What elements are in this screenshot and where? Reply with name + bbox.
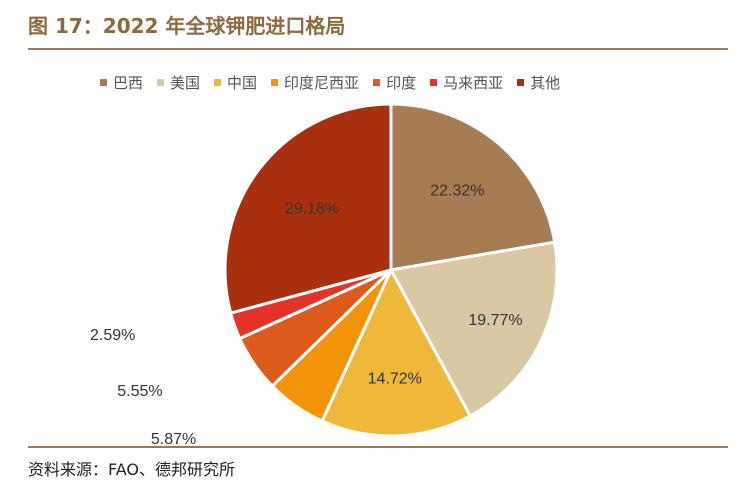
slice-data-label: 14.72% — [368, 371, 422, 388]
legend-item: 其他 — [517, 72, 560, 93]
legend-swatch — [373, 79, 381, 86]
top-rule — [28, 48, 728, 50]
legend-item: 美国 — [157, 72, 200, 93]
chart-title: 图 17：2022 年全球钾肥进口格局 — [28, 14, 346, 38]
legend-item: 印度尼西亚 — [271, 72, 359, 93]
legend-swatch — [157, 79, 165, 86]
legend-label: 巴西 — [113, 74, 144, 92]
legend-label: 印度尼西亚 — [284, 74, 360, 92]
legend-swatch — [100, 79, 107, 86]
legend-label: 其他 — [530, 74, 561, 92]
legend-label: 中国 — [227, 74, 258, 92]
legend-swatch — [517, 79, 525, 86]
legend-item: 印度 — [373, 72, 416, 93]
pie-slice — [389, 102, 557, 272]
pie-slice — [388, 240, 559, 418]
legend-swatch — [271, 79, 279, 86]
legend-item: 中国 — [214, 72, 257, 93]
legend-item: 巴西 — [100, 72, 143, 93]
slice-data-label: 5.55% — [117, 383, 162, 400]
legend-swatch — [430, 79, 438, 86]
pie-slice — [320, 266, 473, 438]
legend-item: 马来西亚 — [430, 72, 503, 93]
slice-data-label: 29.18% — [285, 201, 339, 218]
source-note: 资料来源：FAO、德邦研究所 — [28, 460, 235, 479]
legend-label: 印度 — [386, 74, 417, 92]
legend-label: 美国 — [170, 74, 201, 92]
slice-data-label: 2.59% — [90, 327, 135, 344]
slice-data-label: 22.32% — [430, 183, 484, 200]
pie-slice — [223, 102, 393, 315]
slice-data-label: 19.77% — [468, 312, 522, 329]
bottom-rule — [28, 446, 728, 448]
legend: 巴西 美国 中国 印度尼西亚 印度 马来西亚 其他 — [100, 72, 560, 93]
legend-label: 马来西亚 — [443, 74, 504, 92]
slice-data-label: 5.87% — [151, 431, 196, 448]
legend-swatch — [214, 79, 222, 86]
